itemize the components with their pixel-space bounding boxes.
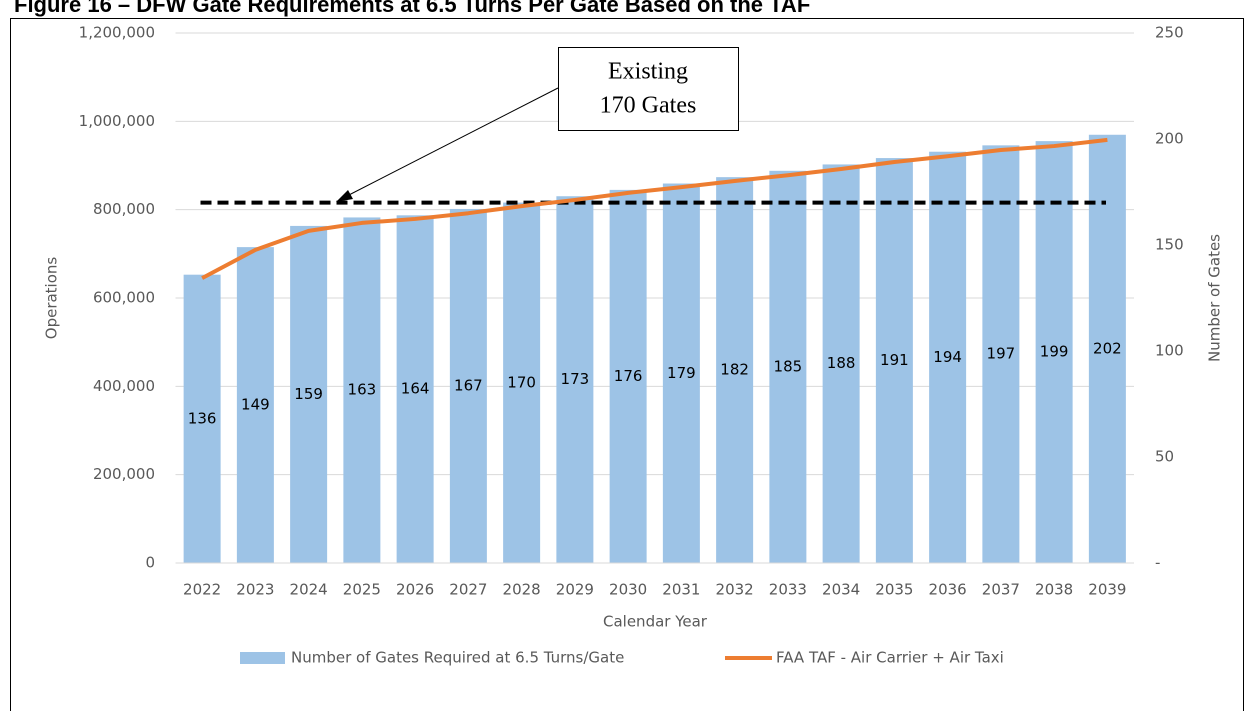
x-tick-label: 2022 <box>183 581 221 599</box>
x-tick-label: 2039 <box>1088 581 1126 599</box>
bar <box>556 196 594 564</box>
x-axis-label: Calendar Year <box>603 613 708 631</box>
bar <box>662 183 700 563</box>
x-tick-label: 2038 <box>1035 581 1073 599</box>
y-tick-label: 200,000 <box>93 465 155 483</box>
data-label: 176 <box>614 367 643 385</box>
y-tick-label: 1,000,000 <box>79 112 155 130</box>
x-tick-label: 2025 <box>343 581 381 599</box>
data-label: 202 <box>1093 339 1122 357</box>
data-label: 185 <box>774 357 803 375</box>
x-tick-label: 2030 <box>609 581 647 599</box>
x-tick-label: 2032 <box>716 581 754 599</box>
x-tick-label: 2024 <box>290 581 328 599</box>
chart-title: Figure 16 – DFW Gate Requirements at 6.5… <box>14 0 810 17</box>
y2-tick-label: 50 <box>1155 448 1174 466</box>
y-tick-label: 1,200,000 <box>79 24 155 42</box>
x-tick-label: 2037 <box>982 581 1020 599</box>
bar <box>716 177 754 563</box>
data-label: 164 <box>401 380 430 398</box>
y2-tick-label: - <box>1155 554 1160 572</box>
data-label: 173 <box>561 370 590 388</box>
bar <box>1035 141 1073 563</box>
line <box>201 137 1108 280</box>
legend-label: FAA TAF - Air Carrier + Air Taxi <box>776 649 1004 667</box>
y2-tick-label: 150 <box>1155 236 1184 254</box>
data-label: 188 <box>827 354 856 372</box>
data-label: 182 <box>720 361 749 379</box>
data-label: 179 <box>667 364 696 382</box>
y2-tick-label: 100 <box>1155 342 1184 360</box>
frame <box>10 18 1244 711</box>
y-tick-label: 800,000 <box>93 200 155 218</box>
data-label: 170 <box>507 373 536 391</box>
y-tick-label: 0 <box>145 554 155 572</box>
bar <box>236 247 274 563</box>
y2-tick-label: 250 <box>1155 24 1184 42</box>
y2-axis-label: Number of Gates <box>1206 234 1224 362</box>
bar <box>929 151 967 563</box>
annotation-box <box>558 47 739 131</box>
bar <box>396 215 434 563</box>
y-tick-label: 600,000 <box>93 289 155 307</box>
x-tick-label: 2023 <box>236 581 274 599</box>
x-tick-label: 2035 <box>875 581 913 599</box>
x-tick-label: 2031 <box>662 581 700 599</box>
x-tick-label: 2028 <box>503 581 541 599</box>
data-label: 159 <box>294 385 323 403</box>
data-label: 136 <box>188 409 217 427</box>
x-tick-label: 2027 <box>449 581 487 599</box>
bar <box>503 202 541 563</box>
legend-label: Number of Gates Required at 6.5 Turns/Ga… <box>291 649 624 667</box>
bar <box>183 274 221 563</box>
data-label: 191 <box>880 351 909 369</box>
annotation-arrow <box>344 87 559 198</box>
bar <box>449 208 487 563</box>
x-tick-label: 2036 <box>929 581 967 599</box>
bar <box>343 217 381 563</box>
data-label: 167 <box>454 376 483 394</box>
y-tick-label: 400,000 <box>93 377 155 395</box>
bar <box>1088 134 1126 563</box>
arrow-head <box>336 190 353 202</box>
x-tick-label: 2026 <box>396 581 434 599</box>
bar <box>822 164 860 563</box>
bar <box>875 158 913 563</box>
x-tick-label: 2029 <box>556 581 594 599</box>
bar <box>982 145 1020 564</box>
y2-tick-label: 200 <box>1155 130 1184 148</box>
data-label: 199 <box>1040 343 1069 361</box>
bar <box>290 225 328 564</box>
data-label: 149 <box>241 396 270 414</box>
data-label: 194 <box>933 348 962 366</box>
y-axis-label: Operations <box>43 257 61 340</box>
bar <box>769 170 807 564</box>
legend-swatch <box>240 652 285 664</box>
x-tick-label: 2033 <box>769 581 807 599</box>
annotation-text: 170 Gates <box>600 93 697 119</box>
annotation-text: Existing <box>608 59 688 85</box>
bar <box>609 189 647 563</box>
x-tick-label: 2034 <box>822 581 860 599</box>
data-label: 163 <box>348 381 377 399</box>
data-label: 197 <box>987 345 1016 363</box>
